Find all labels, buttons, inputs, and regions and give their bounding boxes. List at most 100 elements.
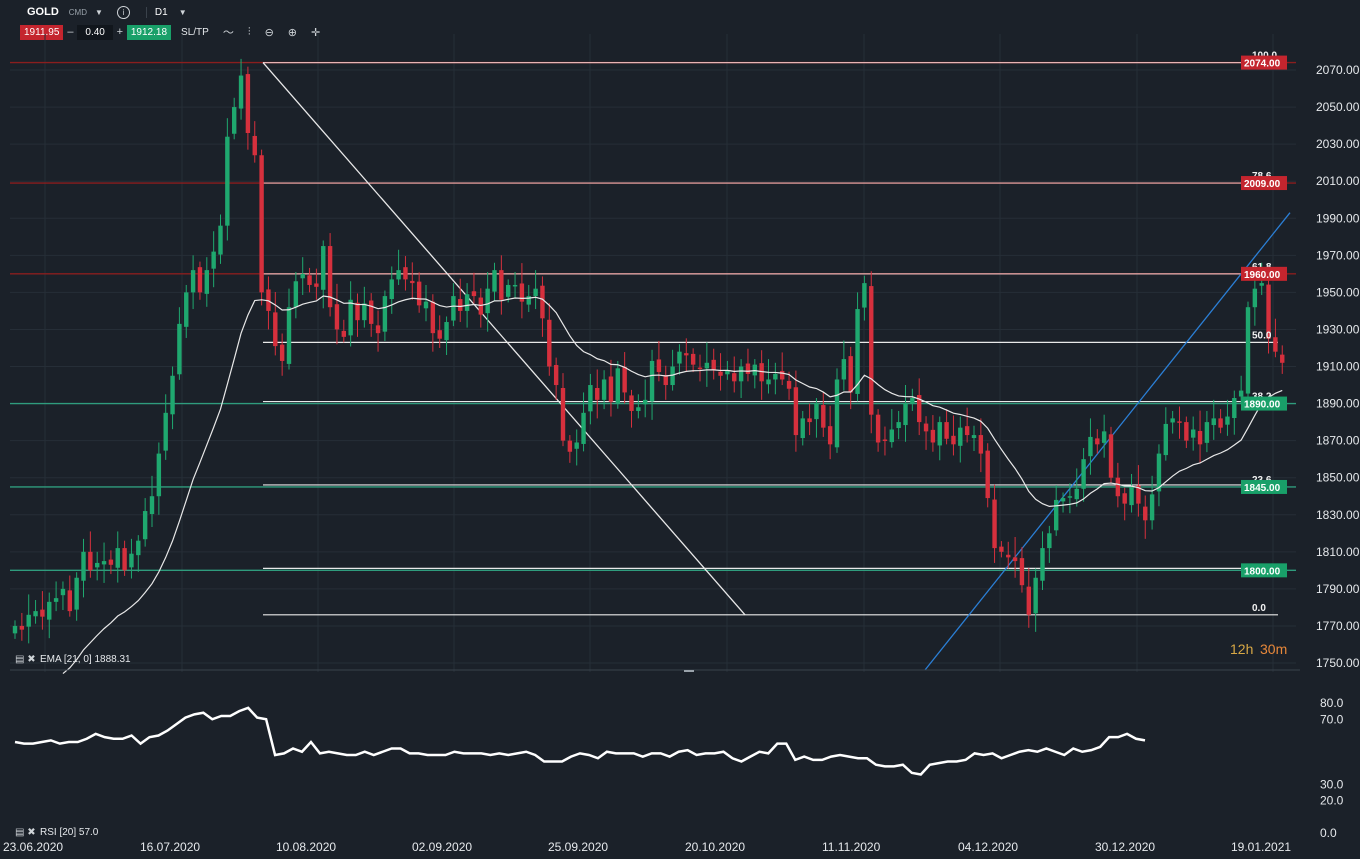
candle-body[interactable] xyxy=(711,359,716,371)
candle-body[interactable] xyxy=(163,412,168,451)
candle-body[interactable] xyxy=(12,625,18,634)
candle-body[interactable] xyxy=(1177,421,1182,423)
trendline[interactable] xyxy=(924,212,1291,671)
candle-body[interactable] xyxy=(252,135,257,156)
candle-body[interactable] xyxy=(506,284,511,297)
candle-body[interactable] xyxy=(184,292,189,327)
candle-body[interactable] xyxy=(964,426,970,436)
candle-body[interactable] xyxy=(458,299,463,311)
candle-body[interactable] xyxy=(540,285,545,319)
candle-body[interactable] xyxy=(1252,288,1258,308)
candle-body[interactable] xyxy=(170,375,175,415)
candle-body[interactable] xyxy=(478,297,483,315)
candle-body[interactable] xyxy=(416,281,422,306)
ema-line[interactable] xyxy=(62,295,1283,674)
candle-body[interactable] xyxy=(910,398,915,404)
lot-size-input[interactable]: 0.40 xyxy=(77,24,113,40)
candle-body[interactable] xyxy=(567,440,573,452)
candle-body[interactable] xyxy=(403,267,408,280)
candle-body[interactable] xyxy=(985,450,990,499)
candle-body[interactable] xyxy=(122,548,127,571)
candle-body[interactable] xyxy=(786,380,792,389)
candle-body[interactable] xyxy=(1026,586,1031,615)
candle-body[interactable] xyxy=(1067,496,1073,498)
candle-body[interactable] xyxy=(1273,337,1278,352)
candle-body[interactable] xyxy=(1074,488,1079,500)
candle-body[interactable] xyxy=(334,304,340,330)
candle-body[interactable] xyxy=(190,270,196,293)
candle-body[interactable] xyxy=(971,435,977,439)
candle-body[interactable] xyxy=(725,370,730,375)
candle-body[interactable] xyxy=(937,422,942,446)
candle-body[interactable] xyxy=(588,385,593,412)
zoom-in-icon[interactable]: ⊕ xyxy=(287,26,298,39)
candle-body[interactable] xyxy=(19,625,25,630)
candle-body[interactable] xyxy=(978,435,984,454)
candle-body[interactable] xyxy=(60,588,66,596)
candle-body[interactable] xyxy=(362,303,367,321)
candle-body[interactable] xyxy=(492,270,497,292)
candle-body[interactable] xyxy=(1136,485,1141,504)
candle-body[interactable] xyxy=(827,426,833,445)
candle-body[interactable] xyxy=(547,319,552,367)
candle-body[interactable] xyxy=(649,360,655,402)
candle-body[interactable] xyxy=(423,301,429,309)
candle-body[interactable] xyxy=(917,395,922,423)
candle-body[interactable] xyxy=(1149,494,1155,521)
candle-body[interactable] xyxy=(958,427,963,446)
candle-body[interactable] xyxy=(232,107,237,134)
candle-body[interactable] xyxy=(896,422,901,429)
sltp-button[interactable]: SL/TP xyxy=(181,26,209,38)
candle-body[interactable] xyxy=(314,283,319,287)
candle-body[interactable] xyxy=(944,422,949,439)
candle-body[interactable] xyxy=(889,429,894,443)
candle-body[interactable] xyxy=(903,403,908,426)
sell-button[interactable]: 1911.95 xyxy=(20,24,64,40)
candle-body[interactable] xyxy=(855,309,860,394)
candle-body[interactable] xyxy=(732,373,737,382)
price-level-tag[interactable] xyxy=(1241,396,1287,411)
candle-body[interactable] xyxy=(225,136,230,226)
candle-body[interactable] xyxy=(1232,398,1237,419)
symbol-name[interactable]: GOLD xyxy=(27,6,59,18)
indicators-icon[interactable]: ⫶ xyxy=(247,25,251,38)
candle-body[interactable] xyxy=(238,75,244,109)
crosshair-icon[interactable]: ✛ xyxy=(311,26,321,39)
candle-body[interactable] xyxy=(930,429,936,443)
rsi-legend-icon[interactable]: ▤ ✖ xyxy=(15,827,36,838)
candle-body[interactable] xyxy=(95,562,100,568)
candle-body[interactable] xyxy=(471,291,477,297)
candle-body[interactable] xyxy=(875,414,881,443)
candle-body[interactable] xyxy=(1238,390,1244,397)
candle-body[interactable] xyxy=(1101,431,1107,443)
candle-body[interactable] xyxy=(622,366,627,393)
candle-body[interactable] xyxy=(108,559,114,565)
candle-body[interactable] xyxy=(1060,498,1066,502)
candle-body[interactable] xyxy=(286,307,292,364)
candle-body[interactable] xyxy=(341,330,346,337)
candle-body[interactable] xyxy=(1081,459,1086,489)
candle-body[interactable] xyxy=(533,288,538,297)
candle-body[interactable] xyxy=(410,280,415,284)
candle-body[interactable] xyxy=(499,270,504,300)
candle-body[interactable] xyxy=(33,611,38,617)
price-level-tag[interactable] xyxy=(1241,479,1287,494)
candle-body[interactable] xyxy=(869,286,874,415)
candle-body[interactable] xyxy=(321,246,326,290)
candle-body[interactable] xyxy=(444,322,449,341)
candle-body[interactable] xyxy=(1088,436,1093,457)
candle-body[interactable] xyxy=(1047,533,1052,549)
candle-body[interactable] xyxy=(266,289,271,311)
candle-body[interactable] xyxy=(1280,354,1285,363)
candle-body[interactable] xyxy=(129,553,134,568)
candle-body[interactable] xyxy=(1204,422,1210,443)
candle-body[interactable] xyxy=(526,296,531,305)
candle-body[interactable] xyxy=(1259,283,1264,286)
candle-body[interactable] xyxy=(382,296,388,332)
price-level-tag[interactable] xyxy=(1241,176,1287,191)
candle-body[interactable] xyxy=(629,395,634,411)
candle-body[interactable] xyxy=(848,356,853,393)
candle-body[interactable] xyxy=(1012,557,1018,562)
candle-body[interactable] xyxy=(800,418,805,439)
candle-body[interactable] xyxy=(88,551,93,571)
